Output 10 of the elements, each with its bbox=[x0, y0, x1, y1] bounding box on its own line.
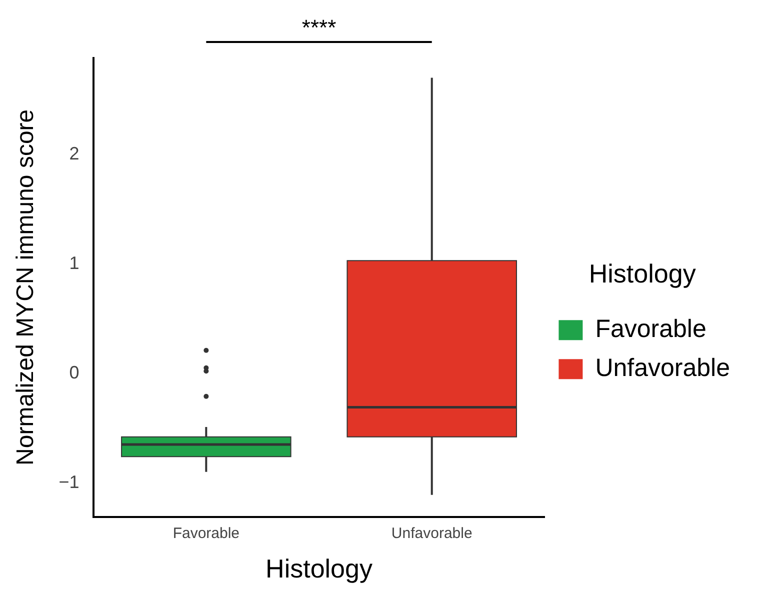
legend-label: Favorable bbox=[595, 314, 706, 343]
y-tick-label: 2 bbox=[69, 143, 80, 164]
text: **** bbox=[302, 15, 337, 40]
legend-title: Histology bbox=[588, 258, 696, 289]
y-tick-label: 1 bbox=[69, 252, 80, 273]
y-tick-label: −1 bbox=[58, 472, 80, 492]
y-axis-title: Normalized MYCN immuno score bbox=[12, 109, 40, 466]
legend-label: Unfavorable bbox=[595, 354, 730, 382]
y-tick-label: 0 bbox=[69, 362, 80, 382]
x-axis-title: Histology bbox=[266, 554, 372, 584]
